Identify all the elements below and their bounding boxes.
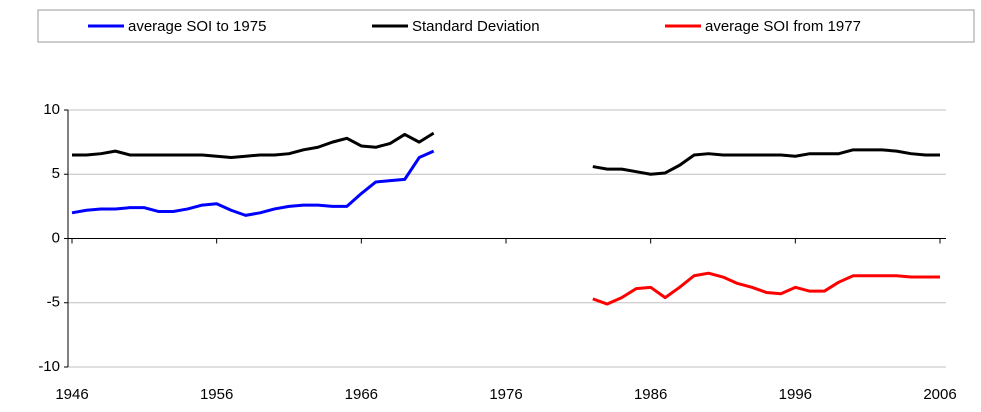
x-tick-label: 1956 [200,386,233,403]
legend-label: average SOI from 1977 [705,18,861,35]
series-line [72,131,940,176]
x-tick-label: 1966 [345,386,378,403]
x-tick-label: 1986 [634,386,667,403]
series-line [592,271,940,306]
y-tick-label: -10 [38,358,60,375]
legend-box [37,9,975,43]
y-tick-label: 10 [43,101,60,118]
x-tick-label: 1946 [55,386,88,403]
series-line [71,149,435,217]
legend-label: average SOI to 1975 [128,18,266,35]
y-tick-label: -5 [47,294,60,311]
x-tick-label: 1976 [489,386,522,403]
y-tick-label: 0 [52,229,60,246]
x-tick-label: 2006 [923,386,956,403]
legend-label: Standard Deviation [412,18,540,35]
x-tick-label: 1996 [779,386,812,403]
y-tick-label: 5 [52,165,60,182]
